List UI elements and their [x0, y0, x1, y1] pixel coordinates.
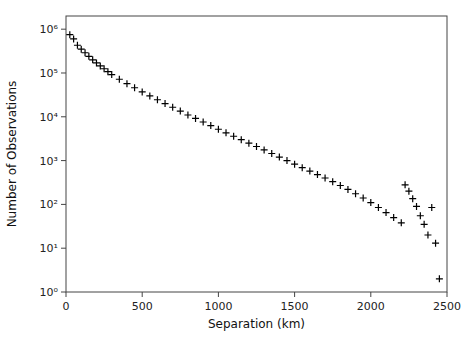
point: [268, 150, 275, 157]
point: [276, 154, 283, 161]
point: [85, 53, 92, 60]
x-tick: [142, 292, 143, 297]
point: [402, 181, 409, 188]
point: [162, 100, 169, 107]
point: [299, 164, 306, 171]
axes: 0 500 1000 1500 2000 2500 10⁰ 10¹ 10² 10³ 10⁴ 10⁵ 10…: [40, 23, 461, 313]
x-tick-label: 1500: [281, 300, 309, 313]
point: [432, 240, 439, 247]
y-tick-label: 10²: [40, 198, 58, 211]
point: [367, 199, 374, 206]
point: [70, 35, 77, 42]
point: [405, 188, 412, 195]
point: [398, 219, 405, 226]
y-tick-label: 10⁴: [40, 111, 59, 124]
point: [82, 49, 89, 56]
point: [177, 108, 184, 115]
y-tick: [61, 72, 66, 73]
point: [261, 146, 268, 153]
point: [360, 194, 367, 201]
point: [314, 171, 321, 178]
points: [66, 31, 443, 282]
point: [352, 190, 359, 197]
point: [131, 84, 138, 91]
x-tick-label: 500: [132, 300, 153, 313]
point: [192, 115, 199, 122]
y-tick-label: 10⁰: [40, 286, 59, 299]
y-tick: [61, 204, 66, 205]
x-axis-label: Separation (km): [208, 317, 305, 331]
point: [66, 31, 73, 38]
y-tick-label: 10⁵: [40, 67, 58, 80]
point: [78, 46, 85, 53]
point: [436, 275, 443, 282]
point: [230, 133, 237, 140]
point: [169, 104, 176, 111]
point: [329, 178, 336, 185]
point: [417, 212, 424, 219]
point: [74, 42, 81, 49]
point: [390, 214, 397, 221]
point: [245, 140, 252, 147]
point: [383, 209, 390, 216]
point: [215, 126, 222, 133]
point: [344, 186, 351, 193]
y-tick-label: 10¹: [40, 242, 58, 255]
point: [413, 203, 420, 210]
x-tick: [447, 292, 448, 297]
point: [116, 76, 123, 83]
x-tick: [370, 292, 371, 297]
point: [238, 136, 245, 143]
point: [291, 161, 298, 168]
point: [108, 71, 115, 78]
point: [322, 175, 329, 182]
y-tick: [61, 116, 66, 117]
x-tick-label: 0: [63, 300, 70, 313]
x-tick: [294, 292, 295, 297]
y-tick-label: 10³: [40, 155, 58, 168]
y-tick: [61, 29, 66, 30]
y-tick: [61, 160, 66, 161]
point: [139, 88, 146, 95]
x-tick: [218, 292, 219, 297]
point: [123, 80, 130, 87]
point: [200, 119, 207, 126]
point: [253, 143, 260, 150]
point: [154, 96, 161, 103]
point: [375, 204, 382, 211]
point: [184, 111, 191, 118]
point: [223, 129, 230, 136]
x-tick-label: 1000: [204, 300, 232, 313]
y-tick: [61, 248, 66, 249]
point: [146, 92, 153, 99]
x-tick-label: 2000: [357, 300, 385, 313]
x-tick-label: 2500: [433, 300, 461, 313]
point: [428, 204, 435, 211]
y-tick: [61, 292, 66, 293]
y-axis-label: Number of Observations: [5, 81, 19, 228]
y-tick-label: 10⁶: [40, 23, 59, 36]
point: [337, 182, 344, 189]
point: [283, 157, 290, 164]
point: [424, 232, 431, 239]
chart: 0 500 1000 1500 2000 2500 10⁰ 10¹ 10² 10³ 10⁴ 10⁵ 10…: [0, 0, 465, 338]
point: [306, 168, 313, 175]
x-tick: [66, 292, 67, 297]
point: [207, 122, 214, 129]
point: [421, 221, 428, 228]
point: [409, 195, 416, 202]
plot-frame: [66, 16, 447, 292]
point: [89, 56, 96, 63]
